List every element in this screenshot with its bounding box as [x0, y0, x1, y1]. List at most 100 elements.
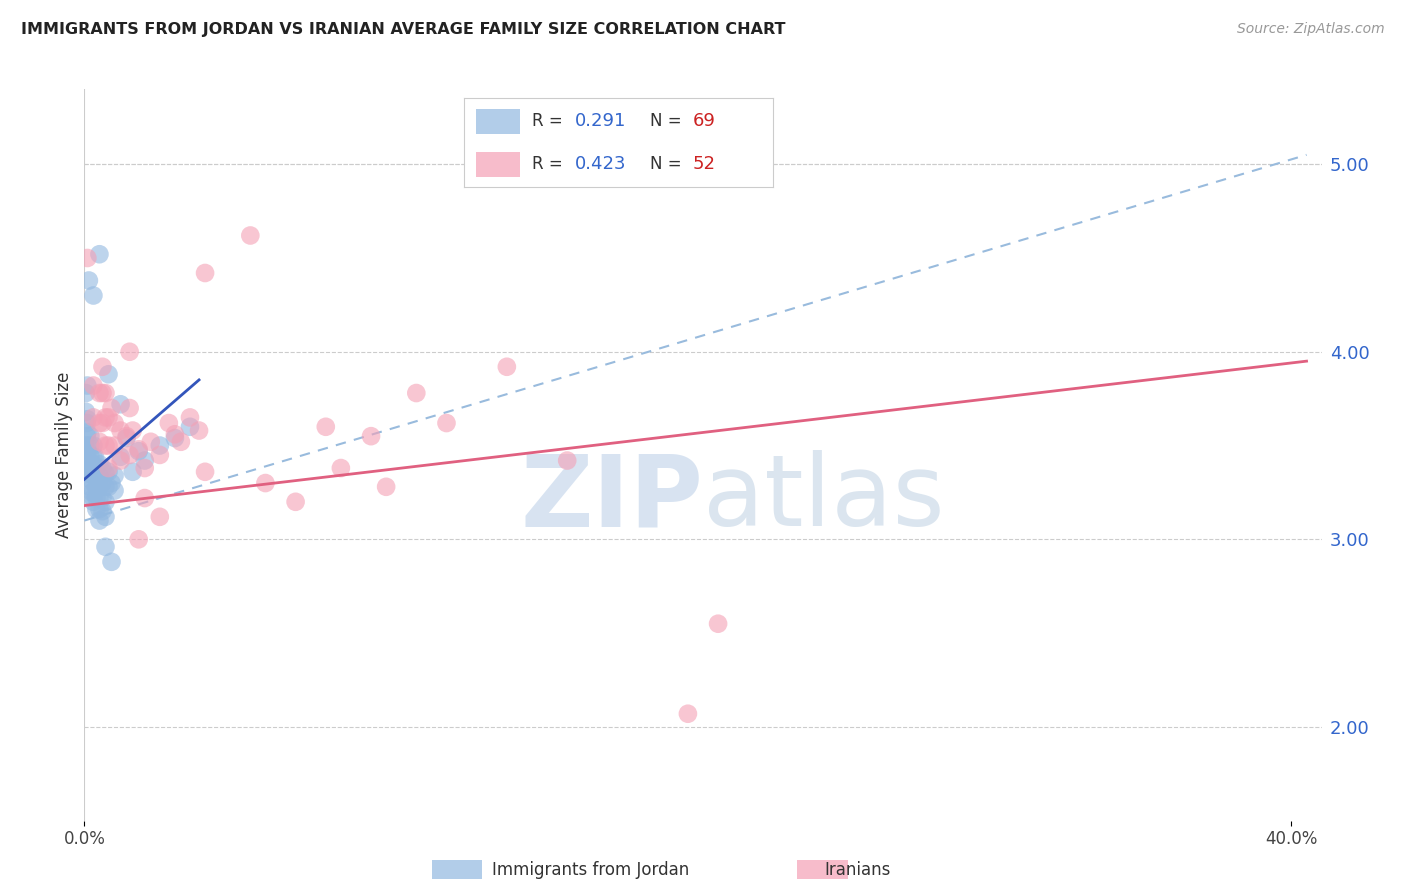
Point [94, 540, 117, 554]
Point [91, 416, 114, 430]
Point [676, 706, 699, 721]
Text: N =: N = [650, 155, 686, 173]
Point [118, 344, 141, 359]
Point [86, 491, 108, 505]
Point [76, 251, 98, 265]
Text: IMMIGRANTS FROM JORDAN VS IRANIAN AVERAGE FAMILY SIZE CORRELATION CHART: IMMIGRANTS FROM JORDAN VS IRANIAN AVERAG… [21, 22, 786, 37]
Point [179, 410, 201, 425]
Point [75, 386, 97, 401]
Point [73, 438, 96, 452]
Point [80, 485, 103, 500]
Point [82, 288, 104, 302]
Point [91, 461, 114, 475]
Point [97, 368, 120, 382]
Point [94, 410, 117, 425]
Point [86, 480, 108, 494]
Text: R =: R = [531, 112, 568, 130]
Point [91, 504, 114, 518]
Point [82, 495, 104, 509]
Point [115, 431, 138, 445]
Point [103, 416, 125, 430]
Point [84, 450, 107, 464]
Point [375, 480, 398, 494]
Text: 0.291: 0.291 [575, 112, 627, 130]
Point [194, 266, 217, 280]
Point [121, 465, 143, 479]
Point [94, 495, 117, 509]
Point [100, 555, 122, 569]
Point [82, 410, 104, 425]
Text: 52: 52 [693, 155, 716, 173]
Point [79, 429, 101, 443]
Point [188, 424, 211, 438]
Point [76, 458, 98, 472]
Point [134, 491, 156, 505]
Point [94, 438, 117, 452]
Point [170, 434, 193, 449]
Point [82, 485, 104, 500]
Text: N =: N = [650, 112, 686, 130]
Point [100, 401, 122, 415]
Point [254, 476, 277, 491]
Point [134, 461, 156, 475]
Text: 0.423: 0.423 [575, 155, 627, 173]
Point [97, 480, 120, 494]
Text: Iranians: Iranians [824, 861, 891, 879]
Point [157, 416, 180, 430]
Point [89, 480, 111, 494]
Point [179, 419, 201, 434]
FancyBboxPatch shape [797, 860, 848, 880]
Point [329, 461, 352, 475]
Point [79, 472, 101, 486]
Point [89, 514, 111, 528]
Point [79, 450, 101, 464]
Point [76, 378, 98, 392]
Point [103, 468, 125, 483]
FancyBboxPatch shape [477, 152, 520, 177]
Point [79, 480, 101, 494]
Point [89, 491, 111, 505]
Point [128, 442, 150, 457]
Point [110, 450, 132, 464]
Point [91, 359, 114, 374]
Point [89, 434, 111, 449]
Point [103, 483, 125, 498]
Point [76, 412, 98, 426]
Point [97, 410, 120, 425]
Point [110, 453, 132, 467]
Point [76, 416, 98, 430]
Point [89, 247, 111, 261]
Point [89, 416, 111, 430]
Point [76, 450, 98, 464]
Point [82, 458, 104, 472]
Point [82, 450, 104, 464]
Point [149, 509, 172, 524]
Point [76, 425, 98, 440]
Point [76, 442, 98, 457]
Text: ZIP: ZIP [520, 450, 703, 548]
Point [77, 273, 100, 287]
Point [94, 509, 117, 524]
Point [707, 616, 730, 631]
Point [82, 378, 104, 392]
Point [405, 386, 427, 401]
Point [82, 491, 104, 505]
Point [163, 427, 186, 442]
Point [118, 448, 141, 462]
Point [97, 465, 120, 479]
Text: 69: 69 [693, 112, 716, 130]
Point [360, 429, 382, 443]
Point [134, 453, 156, 467]
Text: atlas: atlas [703, 450, 945, 548]
Point [118, 401, 141, 415]
Point [94, 467, 117, 481]
Point [100, 476, 122, 491]
Point [77, 467, 100, 481]
Point [436, 416, 458, 430]
Point [128, 444, 150, 458]
Point [315, 419, 337, 434]
Point [89, 386, 111, 401]
Point [163, 431, 186, 445]
Y-axis label: Average Family Size: Average Family Size [55, 372, 73, 538]
Point [284, 495, 307, 509]
